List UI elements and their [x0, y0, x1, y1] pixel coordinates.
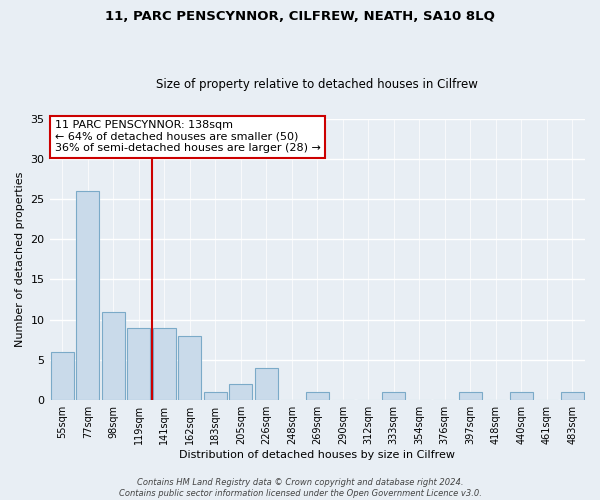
Bar	[255, 368, 278, 400]
Bar	[153, 328, 176, 400]
Text: Contains HM Land Registry data © Crown copyright and database right 2024.
Contai: Contains HM Land Registry data © Crown c…	[119, 478, 481, 498]
X-axis label: Distribution of detached houses by size in Cilfrew: Distribution of detached houses by size …	[179, 450, 455, 460]
Bar	[382, 392, 405, 400]
Bar	[178, 336, 201, 400]
Y-axis label: Number of detached properties: Number of detached properties	[15, 172, 25, 347]
Text: 11, PARC PENSCYNNOR, CILFREW, NEATH, SA10 8LQ: 11, PARC PENSCYNNOR, CILFREW, NEATH, SA1…	[105, 10, 495, 23]
Bar	[561, 392, 584, 400]
Bar	[204, 392, 227, 400]
Bar	[459, 392, 482, 400]
Bar	[102, 312, 125, 400]
Bar	[229, 384, 252, 400]
Bar	[306, 392, 329, 400]
Bar	[510, 392, 533, 400]
Bar	[51, 352, 74, 400]
Text: 11 PARC PENSCYNNOR: 138sqm
← 64% of detached houses are smaller (50)
36% of semi: 11 PARC PENSCYNNOR: 138sqm ← 64% of deta…	[55, 120, 321, 153]
Bar	[127, 328, 150, 400]
Bar	[76, 191, 99, 400]
Title: Size of property relative to detached houses in Cilfrew: Size of property relative to detached ho…	[157, 78, 478, 91]
